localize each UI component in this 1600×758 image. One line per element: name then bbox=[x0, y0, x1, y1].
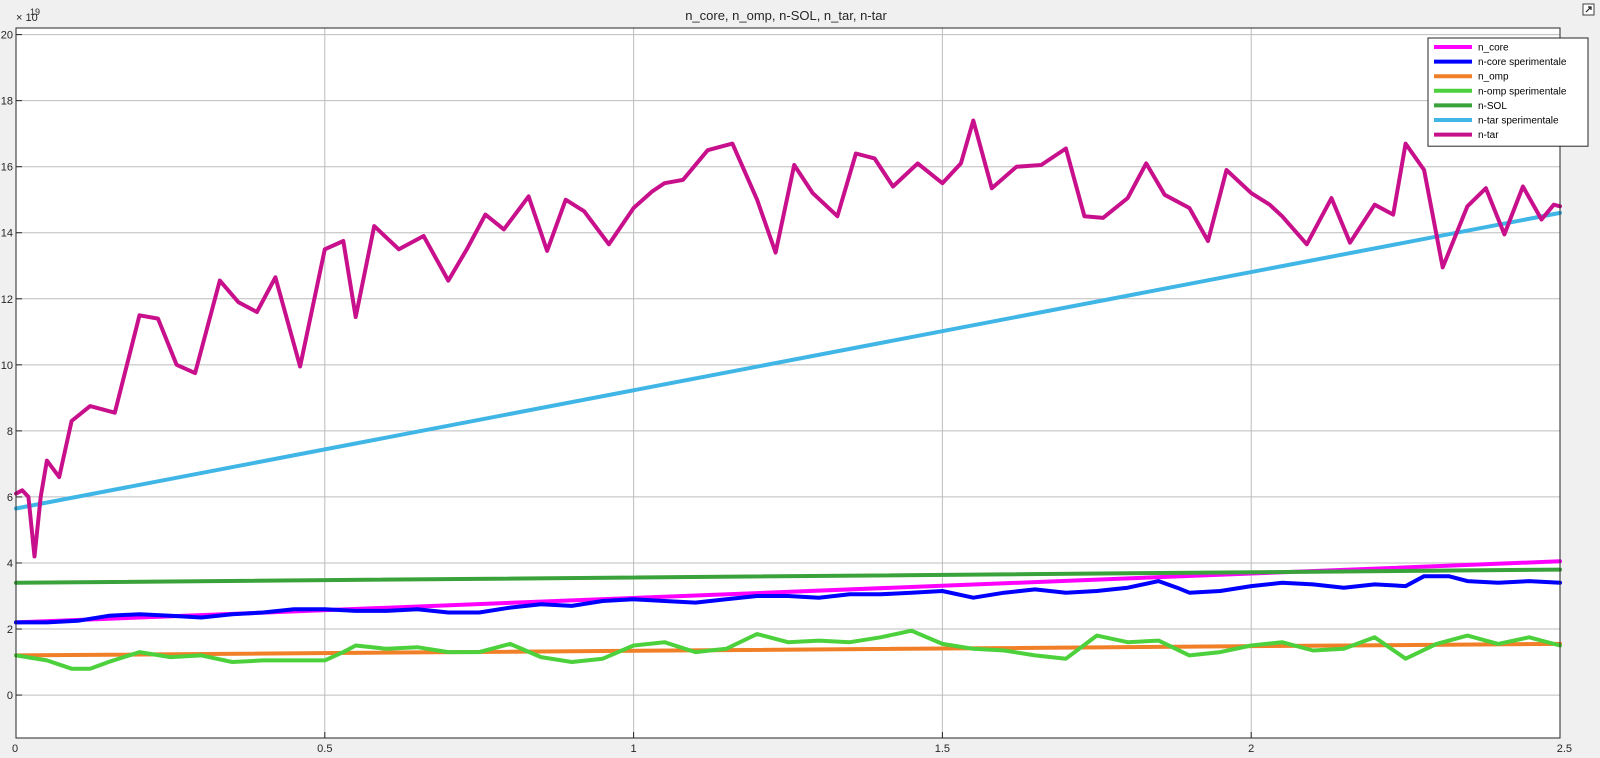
legend-entry-label: n_omp bbox=[1478, 72, 1509, 83]
y-tick-label: 8 bbox=[7, 426, 13, 438]
y-tick-label: 18 bbox=[1, 96, 13, 108]
tick-labels: 0 0.5 1 1.5 2 2.5 0 2 4 6 8 10 12 14 16 18 20 bbox=[1, 30, 1572, 755]
y-tick-label: 12 bbox=[1, 294, 13, 306]
legend-entry-label: n_core bbox=[1478, 43, 1509, 54]
axes-frame bbox=[15, 27, 1561, 739]
y-tick-label: 20 bbox=[1, 30, 13, 42]
chart-title: n_core, n_omp, n-SOL, n_tar, n-tar bbox=[685, 8, 887, 23]
series-line-n-core-sperimentale bbox=[14, 574, 1562, 625]
y-tick-label: 6 bbox=[7, 492, 13, 504]
expand-icon[interactable] bbox=[1582, 3, 1595, 16]
legend-entry-label: n-tar bbox=[1478, 130, 1499, 141]
legend[interactable]: n_core n-core sperimentale n_omp n-omp sper… bbox=[1427, 37, 1589, 147]
legend-entry-label: n-tar sperimentale bbox=[1478, 116, 1559, 127]
series-line-n-sol bbox=[14, 567, 1562, 585]
x-tick-label: 2 bbox=[1248, 743, 1254, 755]
y-exponent-multiplier: × 10 bbox=[16, 12, 38, 24]
legend-entry-label: n-core sperimentale bbox=[1478, 57, 1567, 68]
y-tick-label: 2 bbox=[7, 624, 13, 636]
grid-lines bbox=[15, 28, 1561, 738]
series-layer bbox=[14, 118, 1562, 671]
legend-entry-label: n-omp sperimentale bbox=[1478, 86, 1567, 97]
x-tick-label: 0 bbox=[12, 743, 18, 755]
series-line-n-tar-sperimentale bbox=[14, 210, 1562, 511]
y-tick-label: 14 bbox=[1, 228, 13, 240]
y-tick-label: 10 bbox=[1, 360, 13, 372]
legend-entry-label: n-SOL bbox=[1478, 101, 1507, 112]
series-line-n-tar bbox=[14, 118, 1562, 559]
x-tick-label: 2.5 bbox=[1557, 743, 1572, 755]
series-line-n-omp-sperimentale bbox=[14, 628, 1562, 671]
axes-border bbox=[15, 27, 1561, 739]
plot-background bbox=[16, 28, 1560, 738]
y-tick-label: 4 bbox=[7, 558, 13, 570]
y-tick-label: 16 bbox=[1, 162, 13, 174]
y-tick-label: 0 bbox=[7, 690, 13, 702]
x-tick-label: 0.5 bbox=[317, 743, 332, 755]
y-exponent-power: 19 bbox=[30, 7, 40, 17]
x-tick-label: 1.5 bbox=[935, 743, 950, 755]
x-tick-label: 1 bbox=[631, 743, 637, 755]
axes-area bbox=[16, 28, 1560, 738]
